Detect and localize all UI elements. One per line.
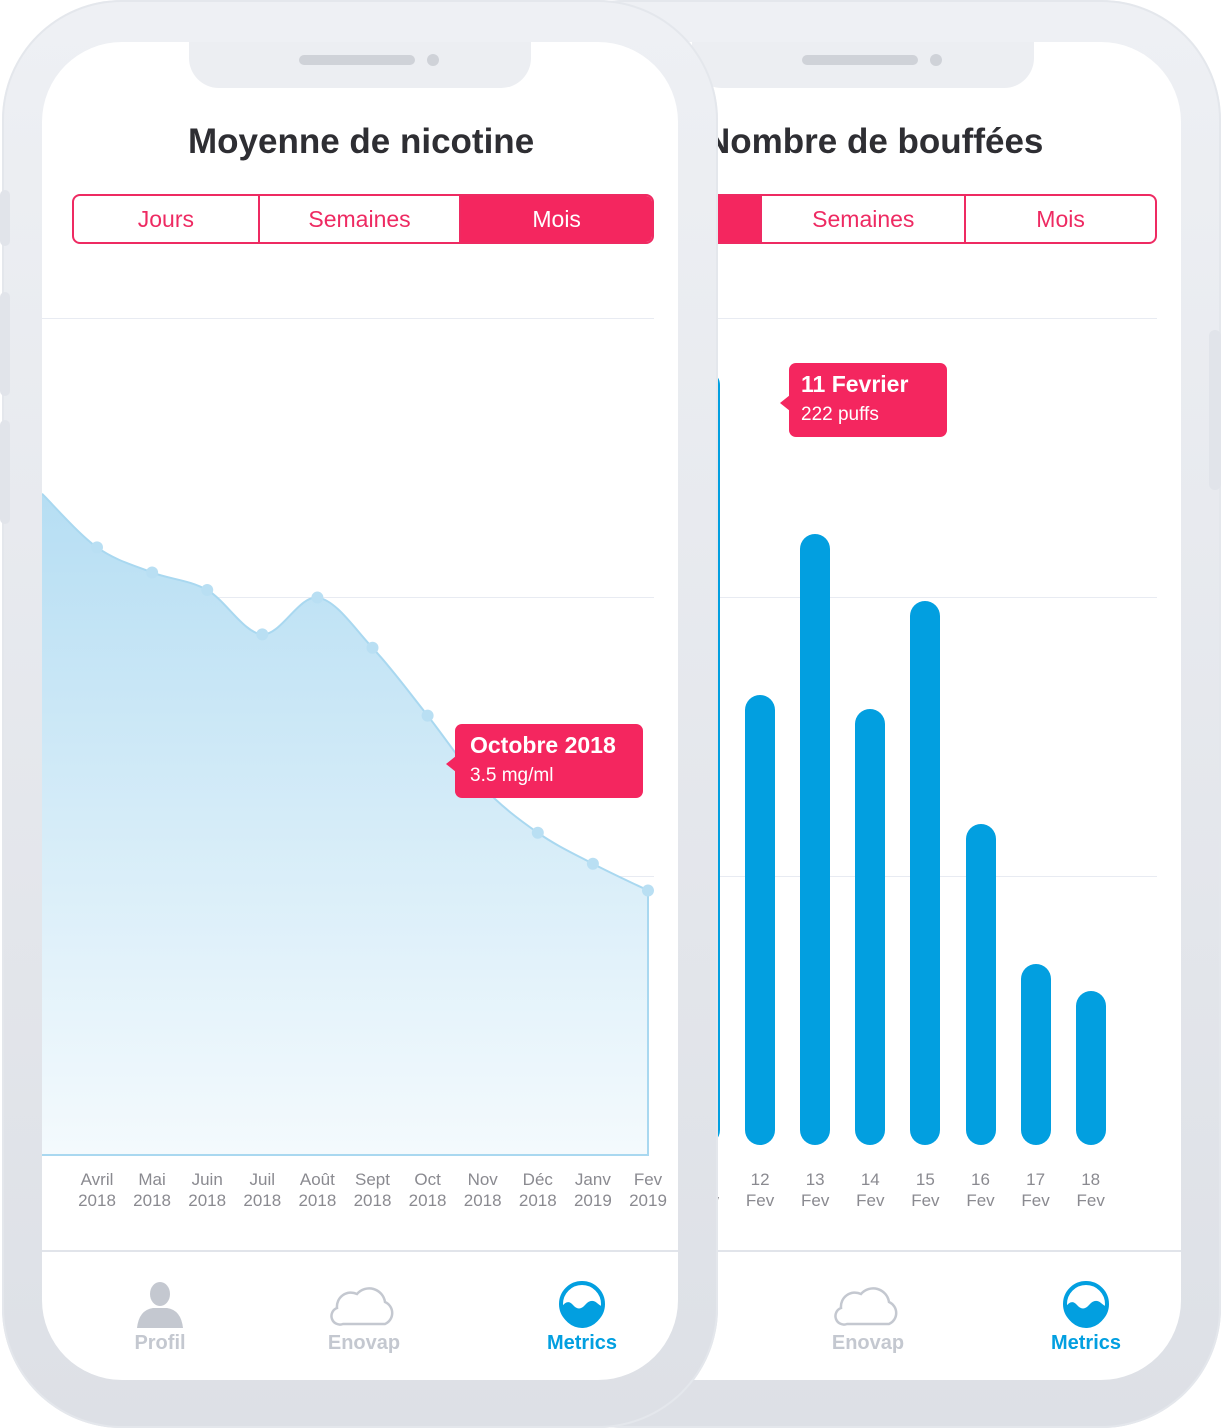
metrics-wave-icon: [559, 1281, 605, 1329]
x-tick-label: 16 Fev: [966, 1170, 995, 1210]
data-point[interactable]: [642, 884, 654, 897]
data-point[interactable]: [91, 541, 103, 554]
x-tick-label: Août 2018: [298, 1170, 337, 1210]
cloud-icon: [330, 1287, 394, 1326]
area-fill: [42, 493, 648, 1155]
bar[interactable]: [1020, 963, 1051, 1145]
tab-label: Metrics: [1050, 1332, 1122, 1354]
data-point[interactable]: [531, 826, 544, 839]
area-chart: [42, 493, 654, 1156]
x-tick-label: Juil 2018: [243, 1170, 282, 1210]
tooltip-title: Octobre 2018: [470, 732, 616, 758]
x-tick-label: 18 Fev: [1076, 1170, 1105, 1210]
bar[interactable]: [745, 694, 776, 1145]
data-point[interactable]: [201, 584, 214, 597]
x-tick-label: 15 Fev: [911, 1170, 940, 1210]
tab-label: Metrics: [546, 1332, 618, 1354]
x-tick-label: Juin 2018: [188, 1170, 227, 1210]
segment-mois[interactable]: Mois: [1036, 205, 1085, 232]
x-tick-label: 14 Fev: [856, 1170, 885, 1210]
tab-bar-divider: [42, 1250, 678, 1252]
page-title: Nombre de bouffées: [705, 122, 1044, 161]
side-button: [0, 420, 10, 524]
tooltip-title: 11 Fevrier: [801, 371, 909, 397]
person-icon: [137, 1282, 183, 1328]
data-point[interactable]: [366, 641, 379, 654]
tooltip-value: 3.5 mg/ml: [470, 765, 554, 786]
x-tick-label: 12 Fev: [745, 1170, 775, 1210]
tab-label: Profil: [134, 1332, 186, 1354]
x-tick-label: Mai 2018: [133, 1170, 171, 1210]
data-point[interactable]: [311, 591, 324, 604]
bar[interactable]: [855, 708, 886, 1145]
x-tick-label: 13 Fev: [801, 1170, 830, 1210]
segment-semaines[interactable]: Semaines: [762, 196, 967, 242]
grid-line: [545, 876, 1157, 877]
left-screen: Moyenne de nicotine Jours Semaines Mois …: [42, 42, 678, 1380]
tab-label: Enovap: [327, 1332, 401, 1354]
tab-label: Enovap: [831, 1332, 905, 1354]
side-button: [1209, 330, 1221, 490]
segment-mois[interactable]: Mois: [461, 196, 652, 242]
side-button: [0, 190, 10, 246]
bar-tooltip: 11 Fevrier 222 puffs: [780, 363, 947, 437]
x-tick-label: Nov 2018: [463, 1170, 502, 1210]
x-tick-label: Janv 2019: [573, 1170, 612, 1210]
segment-jours[interactable]: Jours: [74, 196, 260, 242]
x-tick-label: Avril 2018: [78, 1170, 116, 1210]
notch: [189, 42, 531, 88]
period-segmented-control: Jours Semaines Mois: [72, 194, 654, 244]
data-point[interactable]: [586, 857, 599, 870]
grid-line: [42, 318, 654, 319]
bar[interactable]: [800, 534, 831, 1145]
grid-line: [42, 597, 654, 598]
area-tooltip: Octobre 2018 3.5 mg/ml: [446, 724, 643, 798]
page-title: Moyenne de nicotine: [188, 122, 535, 161]
bar[interactable]: [965, 823, 996, 1145]
tooltip-value: 222 puffs: [801, 404, 879, 425]
grid-line: [545, 318, 1157, 319]
bar[interactable]: [1075, 991, 1106, 1145]
bar[interactable]: [910, 600, 941, 1145]
notch: [692, 42, 1034, 88]
grid-line: [545, 597, 1157, 598]
metrics-wave-icon: [1063, 1281, 1109, 1329]
side-button: [0, 292, 10, 396]
data-point[interactable]: [146, 566, 159, 579]
x-tick-label: Fev 2019: [629, 1170, 667, 1210]
x-tick-label: 17 Fev: [1021, 1170, 1050, 1210]
x-tick-label: Déc 2018: [518, 1170, 557, 1210]
left-phone-frame: Moyenne de nicotine Jours Semaines Mois …: [0, 0, 718, 1428]
tab-bar-divider: [545, 1250, 1181, 1252]
x-tick-label: Oct 2018: [408, 1170, 447, 1210]
data-point[interactable]: [256, 628, 269, 641]
x-tick-label: Sept 2018: [353, 1170, 392, 1210]
segment-semaines[interactable]: Semaines: [260, 196, 462, 242]
data-point[interactable]: [421, 709, 434, 722]
cloud-icon: [834, 1287, 898, 1326]
